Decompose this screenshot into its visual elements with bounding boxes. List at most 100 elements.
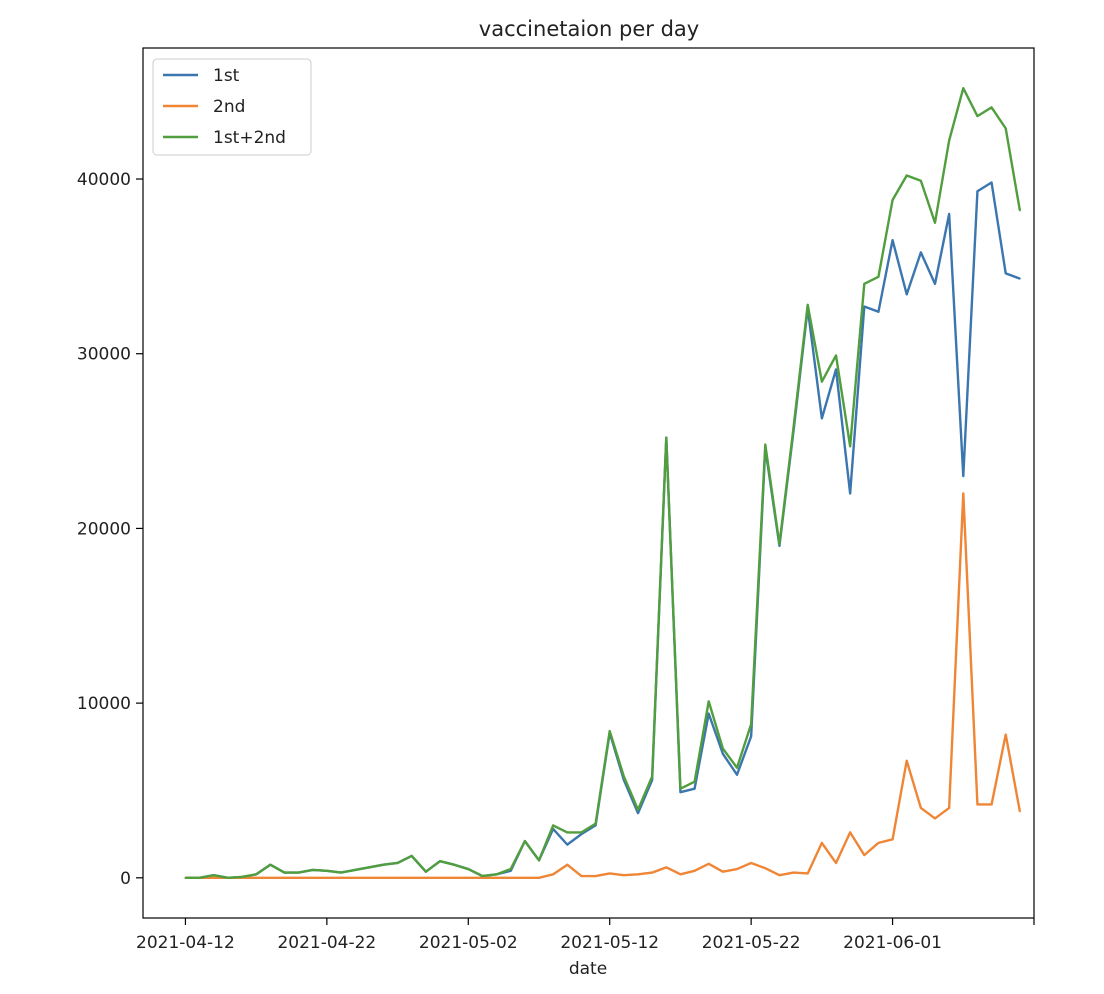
data-point: [877, 310, 880, 313]
legend-label: 1st: [213, 66, 240, 86]
data-point: [707, 700, 710, 703]
data-point: [212, 876, 215, 879]
data-point: [835, 368, 837, 371]
data-point: [255, 876, 258, 879]
x-axis-label: date: [569, 959, 607, 979]
data-point: [1004, 272, 1007, 275]
data-point: [976, 803, 979, 806]
data-point: [552, 824, 555, 827]
data-point: [467, 868, 470, 870]
data-point: [212, 874, 215, 877]
x-axis: 2021-04-12 2021-04-22 2021-05-02 2021-05-12…: [136, 918, 1035, 953]
data-point: [283, 876, 286, 879]
data-point: [863, 854, 866, 857]
data-point: [891, 239, 894, 242]
data-point: [311, 876, 314, 879]
data-point: [707, 862, 710, 865]
data-point: [778, 874, 781, 877]
data-point: [495, 873, 498, 876]
data-point: [934, 221, 936, 224]
y-axis: 0 10000 20000 30000 40000: [77, 170, 143, 889]
data-point: [679, 873, 682, 876]
data-point: [637, 808, 639, 811]
data-point: [806, 303, 809, 306]
data-point: [934, 817, 936, 820]
data-point: [651, 775, 654, 778]
data-point: [340, 871, 342, 874]
series-line-2nd: [185, 492, 1022, 880]
data-point: [835, 354, 837, 357]
x-tick-label: 2021-06-01: [843, 933, 942, 953]
data-point: [693, 869, 696, 872]
data-point: [919, 179, 922, 182]
data-point: [1004, 733, 1007, 736]
series-points-1st-2nd: [184, 87, 1021, 879]
data-point: [184, 876, 187, 879]
data-point: [962, 87, 965, 90]
data-point: [721, 752, 724, 755]
plot-frame: [142, 47, 1035, 919]
series-points-2nd: [184, 492, 1021, 879]
legend-label: 1st+2nd: [213, 128, 286, 148]
data-point: [905, 293, 908, 296]
data-point: [283, 871, 286, 874]
data-point: [820, 417, 823, 420]
data-point: [750, 723, 753, 725]
data-point: [269, 876, 272, 879]
data-point: [721, 747, 724, 750]
data-point: [396, 862, 399, 864]
data-point: [679, 791, 682, 794]
data-point: [354, 876, 357, 879]
legend-label: 2nd: [213, 97, 245, 117]
data-point: [736, 868, 738, 870]
data-point: [962, 475, 965, 477]
data-point: [891, 838, 894, 841]
data-point: [891, 199, 894, 201]
legend[interactable]: 1st 2nd 1st+2nd: [152, 58, 312, 156]
data-point: [608, 872, 611, 875]
data-point: [1004, 127, 1007, 130]
data-point: [297, 876, 300, 879]
data-point: [849, 445, 852, 448]
data-point: [368, 866, 371, 869]
data-point: [622, 874, 625, 877]
data-point: [594, 822, 597, 825]
data-point: [481, 876, 484, 879]
x-tick-label: 2021-04-22: [277, 933, 376, 953]
data-point: [750, 735, 753, 738]
data-point: [665, 436, 668, 439]
y-tick-label: 30000: [77, 345, 131, 365]
data-point: [453, 876, 456, 879]
data-point: [566, 863, 569, 866]
data-point: [495, 876, 498, 879]
data-point: [382, 876, 385, 879]
data-point: [905, 174, 908, 177]
data-point: [368, 876, 371, 879]
data-point: [297, 871, 300, 874]
data-point: [580, 875, 583, 877]
data-point: [523, 840, 526, 843]
x-tick-label: 2021-04-12: [136, 933, 235, 953]
data-point: [453, 863, 456, 866]
data-point: [311, 869, 314, 871]
data-point: [340, 876, 342, 879]
data-point: [990, 181, 993, 184]
series-line-1st-2nd: [185, 86, 1022, 880]
data-point: [919, 251, 922, 254]
data-point: [877, 275, 880, 278]
data-point: [736, 773, 738, 776]
data-point: [439, 860, 441, 863]
data-point: [792, 871, 795, 874]
data-point: [665, 866, 668, 869]
data-point: [580, 833, 583, 836]
data-point: [905, 759, 908, 762]
data-point: [764, 867, 767, 870]
data-point: [835, 862, 837, 864]
data-point: [849, 831, 852, 834]
data-point: [269, 863, 272, 866]
data-point: [523, 876, 526, 879]
data-point: [863, 305, 866, 308]
data-point: [325, 876, 328, 879]
data-point: [1018, 810, 1021, 813]
